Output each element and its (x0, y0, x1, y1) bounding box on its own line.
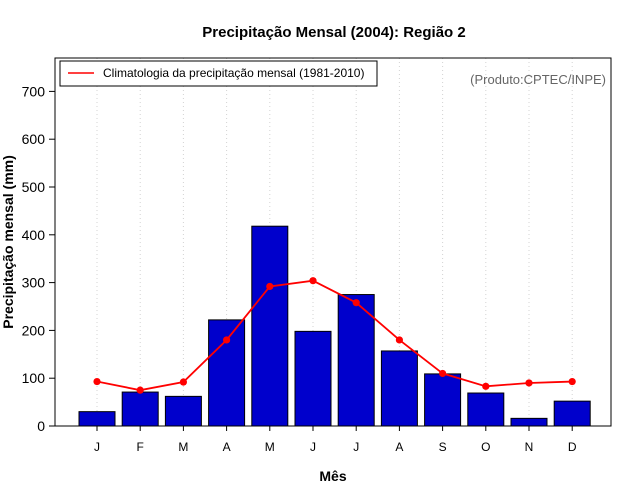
x-tick-label: J (94, 440, 100, 454)
y-tick-label: 0 (37, 418, 45, 434)
climatology-point (352, 299, 360, 307)
grid-lines (96, 58, 573, 426)
x-tick-label: A (223, 440, 231, 454)
x-tick-label: M (265, 440, 275, 454)
y-tick-label: 700 (22, 83, 46, 99)
bar (294, 330, 332, 427)
x-tick-label: A (395, 440, 403, 454)
y-axis-title: Precipitação mensal (mm) (0, 155, 16, 329)
bar (510, 417, 548, 427)
x-tick-label: O (481, 440, 490, 454)
climatology-point (525, 379, 533, 387)
x-tick-label: D (568, 440, 577, 454)
climatology-point (309, 277, 317, 285)
x-tick-label: N (525, 440, 534, 454)
bar (78, 411, 116, 427)
bar (251, 225, 289, 427)
climatology-point (136, 386, 144, 394)
climatology-line (96, 279, 573, 392)
bar (121, 391, 159, 427)
bar (424, 373, 462, 427)
bar (337, 294, 375, 427)
x-tick-label: M (178, 440, 188, 454)
credit-text: (Produto:CPTEC/INPE) (470, 72, 606, 87)
bar (380, 350, 418, 427)
climatology-point (223, 336, 231, 344)
x-tick-label: F (137, 440, 144, 454)
x-tick-label: J (310, 440, 316, 454)
y-tick-label: 400 (22, 227, 46, 243)
bar (164, 395, 202, 427)
legend: Climatologia da precipitação mensal (198… (59, 60, 378, 87)
climatology-point (568, 377, 576, 386)
y-tick-label: 100 (22, 370, 46, 386)
legend-label: Climatologia da precipitação mensal (198… (103, 66, 364, 80)
climatology-point (266, 282, 274, 291)
y-tick-label: 200 (22, 322, 46, 338)
climatology-point (395, 336, 403, 344)
bar (467, 392, 505, 427)
x-tick-label: S (439, 440, 447, 454)
x-axis-title: Mês (319, 468, 346, 484)
y-tick-label: 300 (22, 275, 46, 291)
plot-frame (54, 57, 612, 427)
climatology-line-series (93, 277, 576, 394)
bar-series (78, 225, 591, 427)
bar (553, 400, 591, 427)
climatology-point (179, 378, 187, 386)
x-tick-label: J (353, 440, 359, 454)
bar (208, 319, 246, 427)
y-tick-label: 600 (22, 131, 46, 147)
y-axis: 0 100 200 300 400 500 600 700 (22, 83, 55, 434)
chart-title: Precipitação Mensal (2004): Região 2 (202, 24, 465, 41)
climatology-point (439, 369, 447, 378)
climatology-point (93, 377, 101, 386)
legend-box (59, 60, 378, 87)
y-tick-label: 500 (22, 179, 46, 195)
climatology-point (482, 382, 490, 390)
